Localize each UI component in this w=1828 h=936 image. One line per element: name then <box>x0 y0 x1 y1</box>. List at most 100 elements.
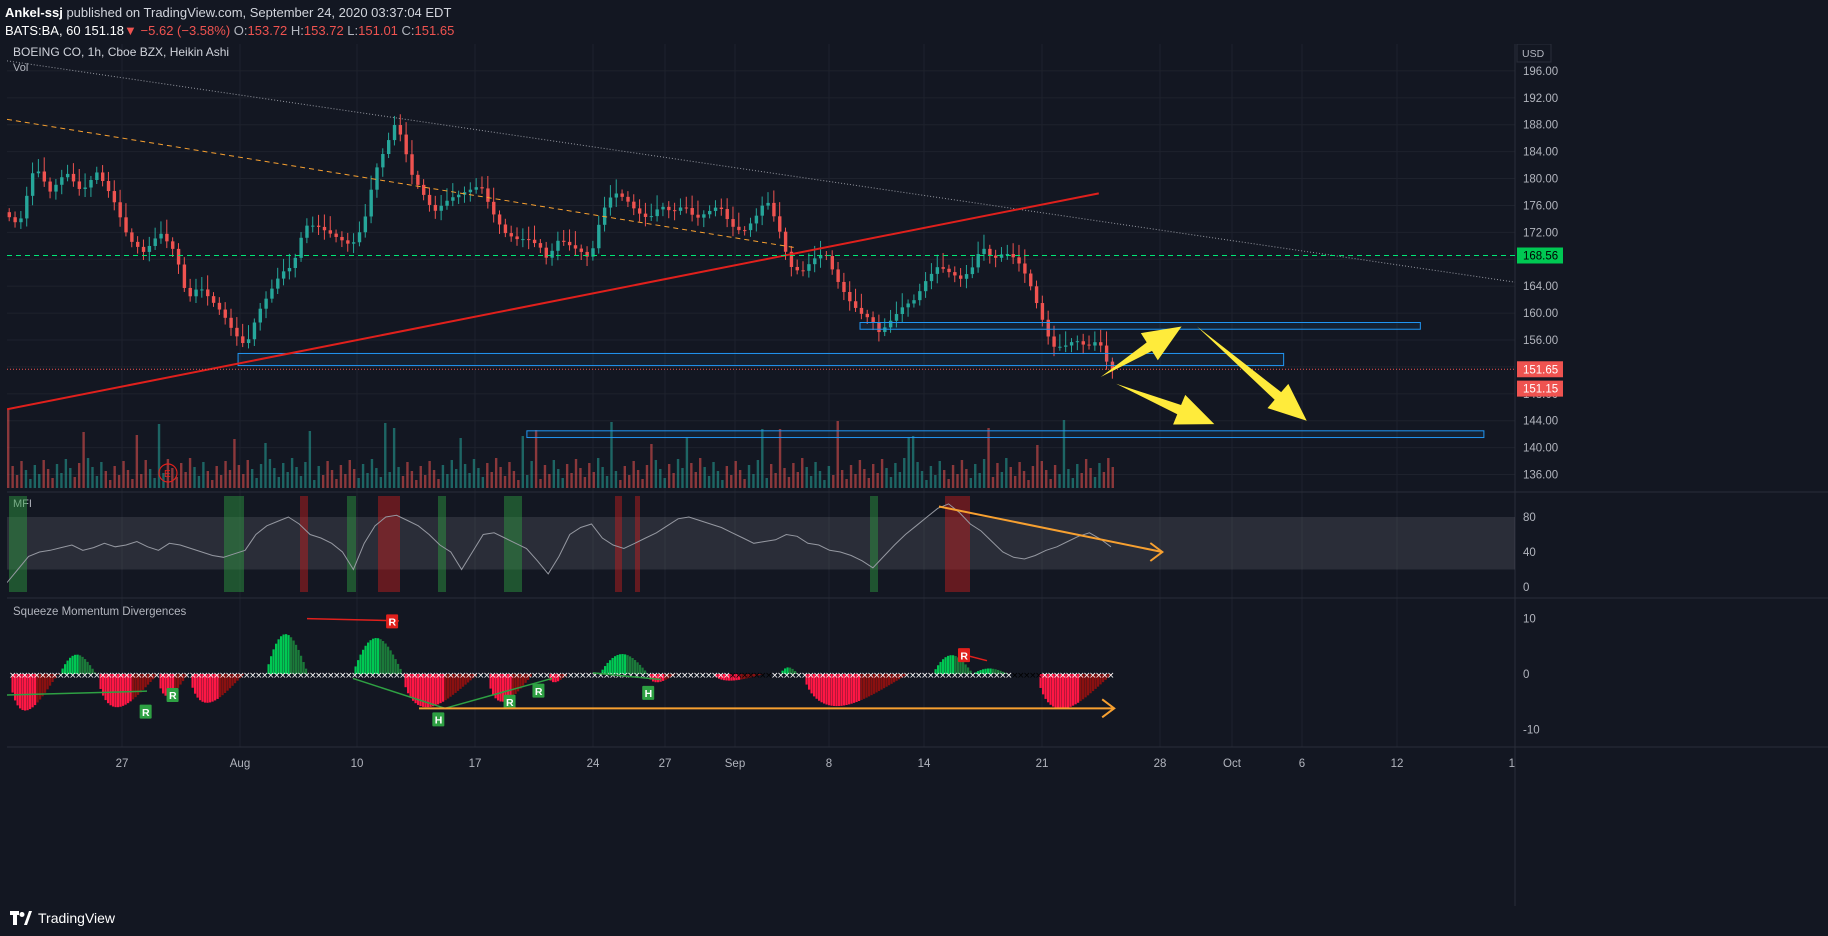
volume-bar-112 <box>503 476 507 488</box>
squeeze-dot-554: × <box>561 671 569 681</box>
brand[interactable]: TradingView <box>10 910 115 926</box>
volume-bar-188 <box>840 470 844 488</box>
divergence-badge-7 <box>957 648 970 663</box>
candle-body-4 <box>30 173 35 196</box>
momentum-bar-1-72 <box>79 655 82 674</box>
price-chart-svg[interactable]: E BOEING CO, 1h, Cboe BZX, Heikin Ashi Vol… <box>7 44 1828 906</box>
momentum-bar-2-95 <box>102 674 105 696</box>
momentum-bar-14-869 <box>875 674 878 693</box>
volume-bar-194 <box>867 478 870 488</box>
squeeze-dot-884: × <box>891 671 899 681</box>
momentum-bar-7-398 <box>404 674 407 688</box>
candle-body-127 <box>748 223 753 231</box>
candle-body-148 <box>871 317 875 322</box>
momentum-bar-2-133 <box>139 674 142 693</box>
candle-body-70 <box>416 174 420 185</box>
squeeze-dot-836: × <box>843 671 851 681</box>
candle-body-112 <box>661 206 665 210</box>
momentum-bar-14-831 <box>838 674 841 707</box>
squeeze-dot-1082: × <box>1089 671 1097 681</box>
close-label: C: <box>401 23 415 38</box>
candle-body-88 <box>521 239 525 241</box>
momentum-bar-6-393 <box>399 668 402 674</box>
candle-body-33 <box>200 289 204 291</box>
momentum-bar-12-746 <box>753 674 756 677</box>
volume-bar-175 <box>783 468 786 488</box>
time-tick-7: 8 <box>826 758 832 770</box>
candle-body-172 <box>1011 253 1015 258</box>
volume-bar-174 <box>778 429 782 488</box>
momentum-bar-15-958 <box>964 664 967 674</box>
squeeze-dot-1052: × <box>1059 671 1067 681</box>
momentum-bar-7-465 <box>472 674 475 679</box>
momentum-bar-14-871 <box>878 674 881 692</box>
squeeze-dot-74: × <box>81 671 89 681</box>
volume-bar-25 <box>117 475 121 488</box>
volume-bar-27 <box>126 470 130 488</box>
candle-body-96 <box>567 241 572 246</box>
momentum-bar-14-881 <box>888 674 891 686</box>
momentum-bar-7-410 <box>417 674 420 705</box>
volume-bar-11 <box>55 464 59 488</box>
momentum-bar-4-222 <box>229 674 232 689</box>
momentum-bar-5-293 <box>300 655 303 674</box>
volume-bar-166 <box>743 479 746 488</box>
volume-bar-217 <box>969 478 973 488</box>
candle-body-116 <box>684 207 689 209</box>
momentum-bar-2-108 <box>114 674 117 708</box>
squeeze-dot-278: × <box>285 671 293 681</box>
squeeze-dot-656: × <box>663 671 671 681</box>
momentum-bar-8-508 <box>514 674 517 694</box>
mfi-tick-1: 40 <box>1523 547 1536 559</box>
squeeze-dot-638: × <box>645 671 653 681</box>
volume-bar-88 <box>397 467 400 488</box>
volume-bar-233 <box>1040 461 1043 488</box>
momentum-bar-5-261 <box>267 664 270 674</box>
momentum-bar-0-42 <box>49 674 52 686</box>
candle-body-15 <box>95 172 99 180</box>
candle-body-160 <box>941 267 945 269</box>
momentum-bar-1-57 <box>64 664 67 674</box>
volume-bar-126 <box>565 464 569 488</box>
candle-body-138 <box>813 258 817 265</box>
squeeze-dot-1088: × <box>1095 671 1103 681</box>
momentum-bar-5-283 <box>290 637 293 674</box>
published-text: published on TradingView.com, September … <box>66 5 452 20</box>
momentum-bar-4-227 <box>234 674 237 684</box>
volume-bar-191 <box>854 474 857 488</box>
candle-body-110 <box>649 216 654 218</box>
volume-bar-200 <box>894 463 897 488</box>
momentum-bar-10-597 <box>604 666 607 674</box>
momentum-bar-2-98 <box>104 674 107 701</box>
volume-bar-219 <box>978 473 981 488</box>
candle-body-41 <box>246 339 251 344</box>
volume-bar-45 <box>206 471 210 488</box>
momentum-bar-16-993 <box>999 670 1002 674</box>
volume-bar-155 <box>694 472 697 488</box>
squeeze-dot-242: × <box>249 671 257 681</box>
volume-bar-113 <box>508 462 511 488</box>
momentum-bar-14-839 <box>845 674 848 705</box>
candle-body-64 <box>381 153 385 168</box>
candle-body-139 <box>818 255 823 259</box>
squeeze-dot-1004: × <box>1011 671 1019 681</box>
chart-area[interactable]: E BOEING CO, 1h, Cboe BZX, Heikin Ashi Vol… <box>7 44 1828 916</box>
momentum-bar-7-448 <box>454 674 457 693</box>
momentum-bar-11-655 <box>662 674 665 681</box>
divergence-label-4: R <box>506 697 514 709</box>
momentum-bar-12-724 <box>730 674 733 681</box>
volume-bar-111 <box>499 467 502 488</box>
momentum-bar-5-266 <box>272 649 275 674</box>
volume-bar-226 <box>1009 467 1012 488</box>
momentum-bar-7-423 <box>429 674 432 707</box>
squeeze-dot-626: × <box>633 671 641 681</box>
momentum-bar-0-20 <box>26 674 29 711</box>
symbol-label: BATS:BA, 60 <box>5 23 81 38</box>
publisher-name[interactable]: Ankel-ssj <box>5 5 63 20</box>
momentum-bar-2-140 <box>147 674 150 685</box>
volume-bar-115 <box>517 480 520 488</box>
momentum-bar-15-930 <box>937 665 940 674</box>
candle-body-80 <box>474 187 478 190</box>
momentum-bar-15-953 <box>959 659 962 674</box>
momentum-bar-7-418 <box>424 674 427 708</box>
